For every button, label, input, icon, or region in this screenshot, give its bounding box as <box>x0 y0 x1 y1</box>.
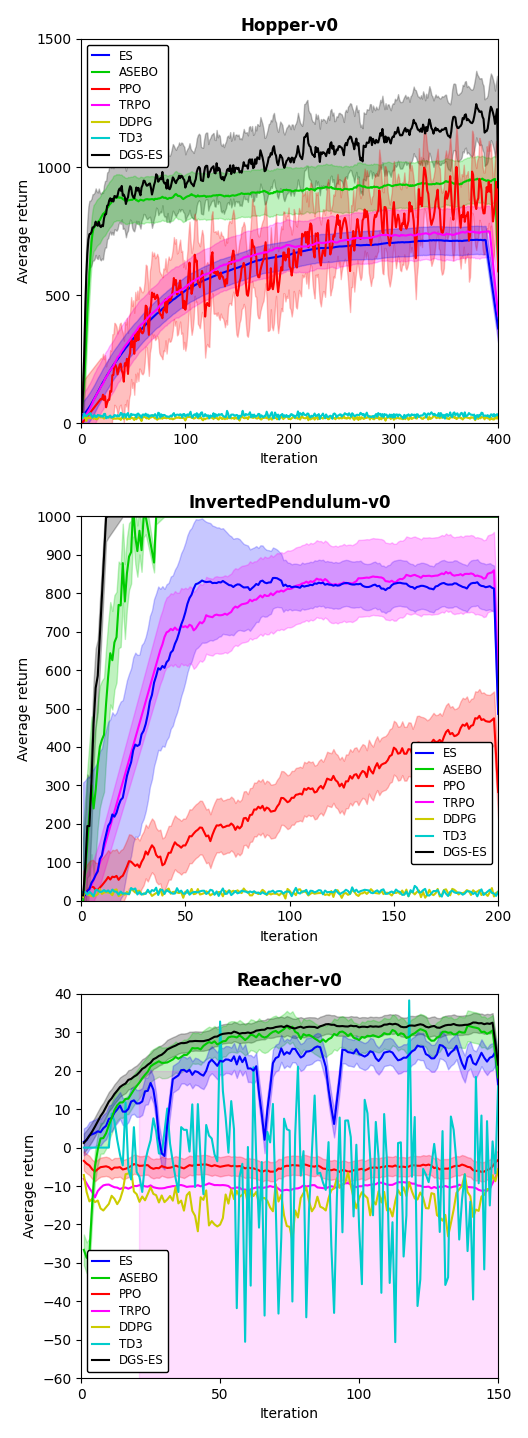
X-axis label: Iteration: Iteration <box>260 453 319 466</box>
Y-axis label: Average return: Average return <box>17 178 31 283</box>
Y-axis label: Average return: Average return <box>23 1135 36 1238</box>
Title: InvertedPendulum-v0: InvertedPendulum-v0 <box>188 495 391 512</box>
Title: Reacher-v0: Reacher-v0 <box>237 972 343 989</box>
Legend: ES, ASEBO, PPO, TRPO, DDPG, TD3, DGS-ES: ES, ASEBO, PPO, TRPO, DDPG, TD3, DGS-ES <box>411 742 492 864</box>
Legend: ES, ASEBO, PPO, TRPO, DDPG, TD3, DGS-ES: ES, ASEBO, PPO, TRPO, DDPG, TD3, DGS-ES <box>87 45 168 167</box>
Legend: ES, ASEBO, PPO, TRPO, DDPG, TD3, DGS-ES: ES, ASEBO, PPO, TRPO, DDPG, TD3, DGS-ES <box>87 1251 168 1372</box>
X-axis label: Iteration: Iteration <box>260 930 319 943</box>
X-axis label: Iteration: Iteration <box>260 1408 319 1421</box>
Y-axis label: Average return: Average return <box>17 657 31 761</box>
Title: Hopper-v0: Hopper-v0 <box>241 17 338 35</box>
